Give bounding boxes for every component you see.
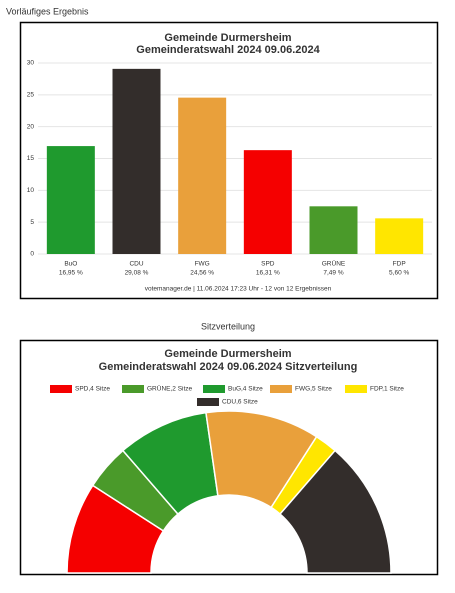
legend-swatch	[122, 385, 144, 393]
bar	[112, 68, 161, 254]
bar	[309, 206, 358, 254]
legend-swatch	[345, 385, 367, 393]
legend-label: SPD,4 Sitze	[75, 386, 110, 393]
value-label: 5,60 %	[389, 270, 409, 277]
x-tick-label: FWG	[195, 261, 210, 268]
value-label: 29,08 %	[125, 270, 149, 277]
chart-title: Gemeinde Durmersheim	[164, 348, 291, 360]
y-tick-label: 20	[27, 123, 35, 130]
x-tick-label: CDU	[129, 261, 143, 268]
y-tick-label: 0	[30, 251, 34, 258]
y-tick-label: 25	[27, 92, 35, 99]
value-label: 16,95 %	[59, 270, 83, 277]
legend-swatch	[203, 385, 225, 393]
chart-subtitle: Gemeinderatswahl 2024 09.06.2024 Sitzver…	[99, 361, 358, 373]
y-tick-label: 5	[30, 219, 34, 226]
legend-label: BuG,4 Sitze	[228, 386, 263, 393]
section-title: Sitzverteilung	[201, 321, 255, 331]
bar	[178, 97, 227, 254]
chart-subtitle: Gemeinderatswahl 2024 09.06.2024	[136, 44, 320, 56]
value-label: 16,31 %	[256, 270, 280, 277]
x-tick-label: BuO	[64, 261, 77, 268]
seat-segment	[279, 449, 392, 574]
legend-swatch	[270, 385, 292, 393]
legend-label: CDU,6 Sitze	[222, 399, 258, 406]
x-tick-label: FDP	[393, 261, 406, 268]
chart-footer: votemanager.de | 11.06.2024 17:23 Uhr - …	[145, 286, 332, 293]
legend-label: FWG,5 Sitze	[295, 386, 332, 393]
x-tick-label: GRÜNE	[322, 260, 346, 268]
value-label: 24,56 %	[190, 270, 214, 277]
legend-swatch	[50, 385, 72, 393]
y-tick-label: 10	[27, 187, 35, 194]
x-tick-label: SPD	[261, 261, 275, 268]
value-label: 7,49 %	[323, 270, 343, 277]
y-tick-label: 30	[27, 60, 35, 67]
legend-swatch	[197, 398, 219, 406]
bar	[46, 146, 95, 254]
section-title: Vorläufiges Ergebnis	[6, 6, 89, 16]
bar	[243, 150, 292, 254]
legend-label: FDP,1 Sitze	[370, 386, 404, 393]
legend-label: GRÜNE,2 Sitze	[147, 385, 193, 393]
bar	[375, 218, 424, 254]
y-tick-label: 15	[27, 155, 35, 162]
chart-title: Gemeinde Durmersheim	[164, 32, 291, 44]
